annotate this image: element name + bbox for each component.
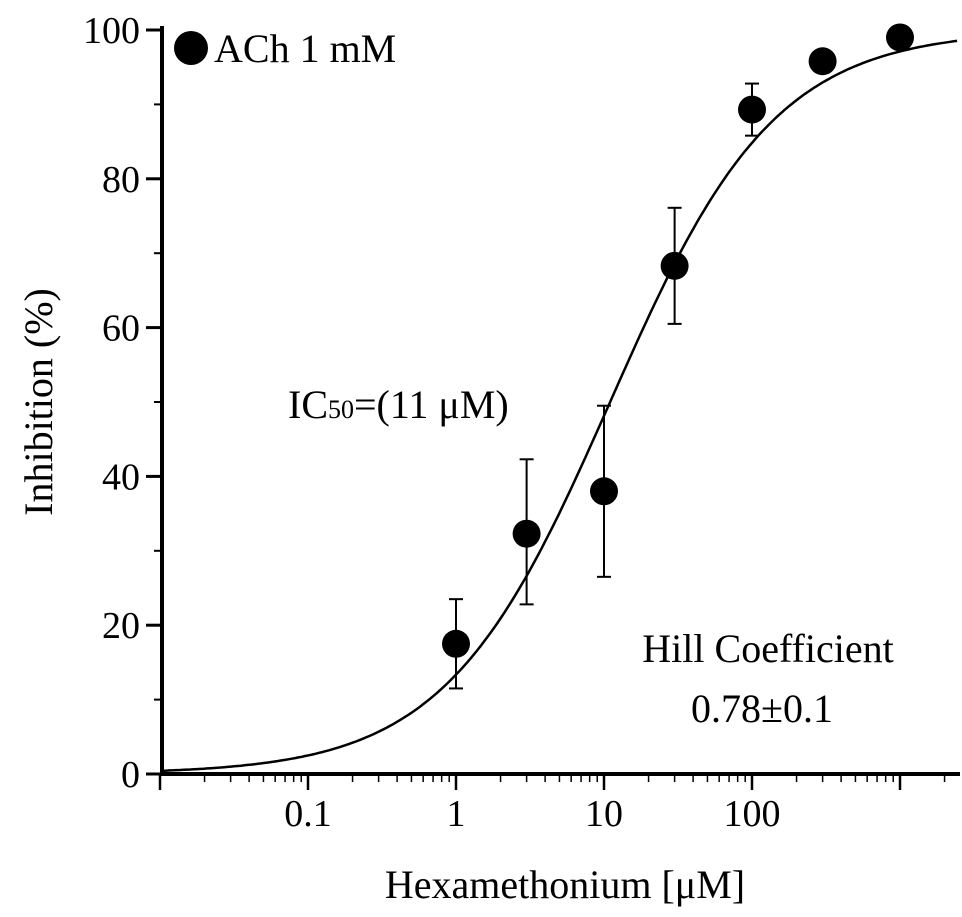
ic50-prefix: IC: [288, 382, 328, 427]
y-tick-label: 100: [83, 10, 140, 52]
hill-coefficient-label: Hill Coefficient: [642, 626, 893, 671]
legend-label: ACh 1 mM: [214, 26, 396, 71]
data-point: [808, 47, 837, 76]
data-point: [442, 629, 470, 658]
fit-curve: [163, 39, 958, 772]
legend: ACh 1 mM: [174, 26, 396, 71]
data-point: [738, 95, 766, 124]
x-tick-label: 1: [447, 793, 466, 835]
x-tick-label: 100: [724, 793, 781, 835]
x-tick-label: 0.1: [284, 793, 332, 835]
legend-marker: [174, 31, 208, 65]
hill-coefficient-value: 0.78±0.1: [691, 686, 833, 731]
ic50-subscript: 50: [328, 395, 354, 424]
data-point: [660, 251, 689, 280]
x-tick-label: 10: [585, 793, 623, 835]
ic50-value: =(11 μM): [354, 382, 509, 427]
y-tick-label: 40: [102, 456, 140, 498]
x-axis-title: Hexamethonium [μM]: [385, 862, 745, 907]
y-tick-label: 20: [102, 605, 140, 647]
data-point: [886, 23, 914, 52]
data-point: [512, 519, 541, 548]
ic50-annotation: IC50=(11 μM): [288, 382, 509, 427]
y-tick-label: 80: [102, 159, 140, 201]
y-tick-label: 60: [102, 308, 140, 350]
y-axis-title: Inhibition (%): [16, 288, 61, 516]
y-tick-label: 0: [121, 754, 140, 796]
data-point: [590, 477, 618, 506]
